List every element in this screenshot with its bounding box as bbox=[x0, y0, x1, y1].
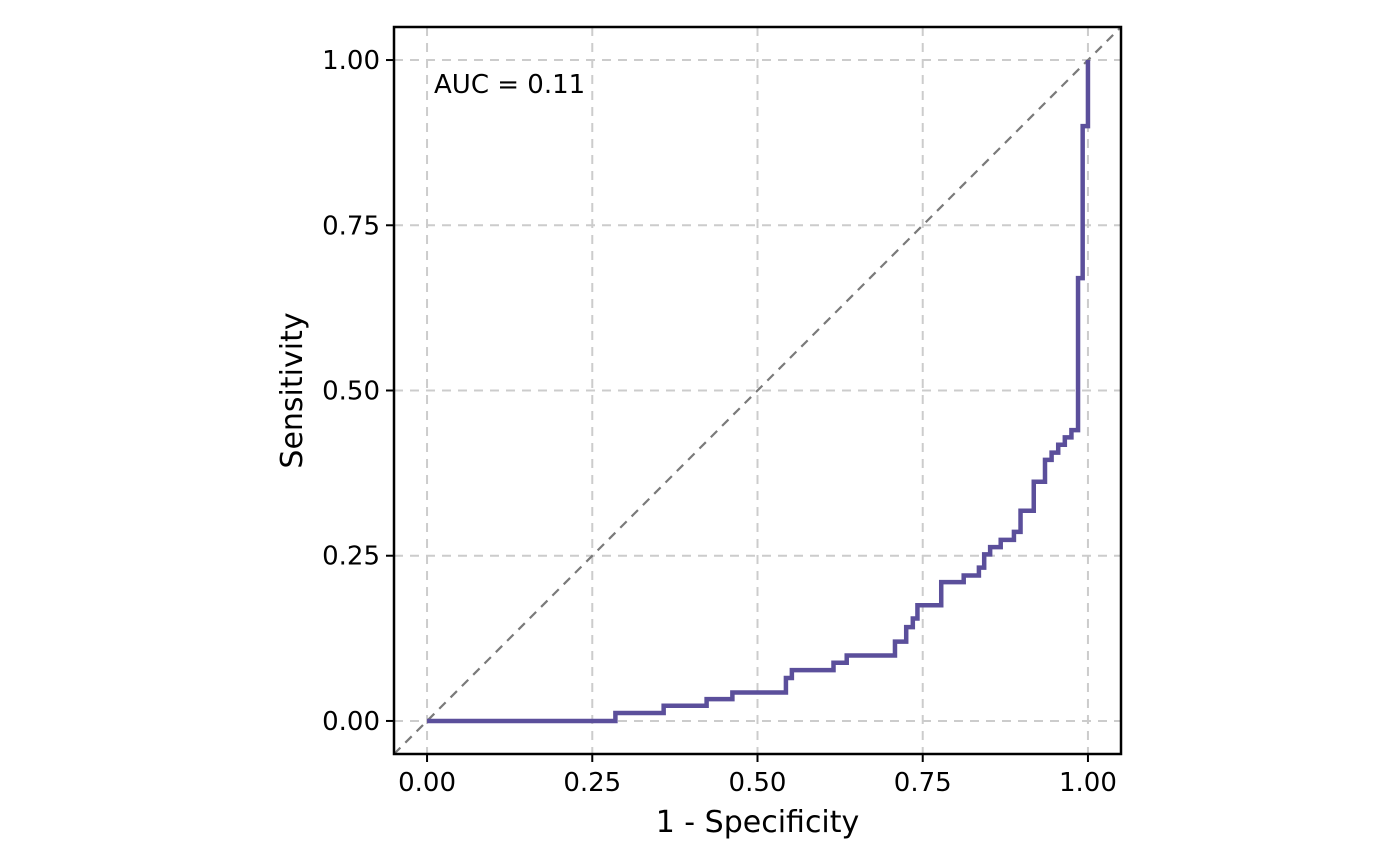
y-tick-label-3: 0.75 bbox=[322, 211, 380, 241]
y-tick-label-4: 1.00 bbox=[322, 46, 380, 76]
x-axis-title: 1 - Specificity bbox=[656, 805, 860, 840]
diagonal-reference-line bbox=[393, 26, 1122, 755]
x-tick-label-4: 1.00 bbox=[1059, 768, 1117, 798]
y-tick-label-1: 0.25 bbox=[322, 542, 380, 572]
roc-curve-line-0 bbox=[427, 60, 1091, 724]
x-tick-label-1: 0.25 bbox=[563, 768, 621, 798]
x-tick-label-0: 0.00 bbox=[398, 768, 456, 798]
reference-diagonal bbox=[393, 26, 1122, 755]
y-axis-title: Sensitivity bbox=[275, 312, 310, 468]
y-tick-label-0: 0.00 bbox=[322, 707, 380, 737]
roc-curve-layer bbox=[427, 60, 1091, 724]
x-tick-label-2: 0.50 bbox=[729, 768, 787, 798]
axis-ticks: 0.00 0.25 0.50 0.75 1.00 0.00 0.25 0.50 0.75 1.00 bbox=[322, 46, 1117, 798]
y-tick-label-2: 0.50 bbox=[322, 377, 380, 407]
auc-annotation: AUC = 0.11 bbox=[434, 70, 585, 100]
x-tick-label-3: 0.75 bbox=[894, 768, 952, 798]
